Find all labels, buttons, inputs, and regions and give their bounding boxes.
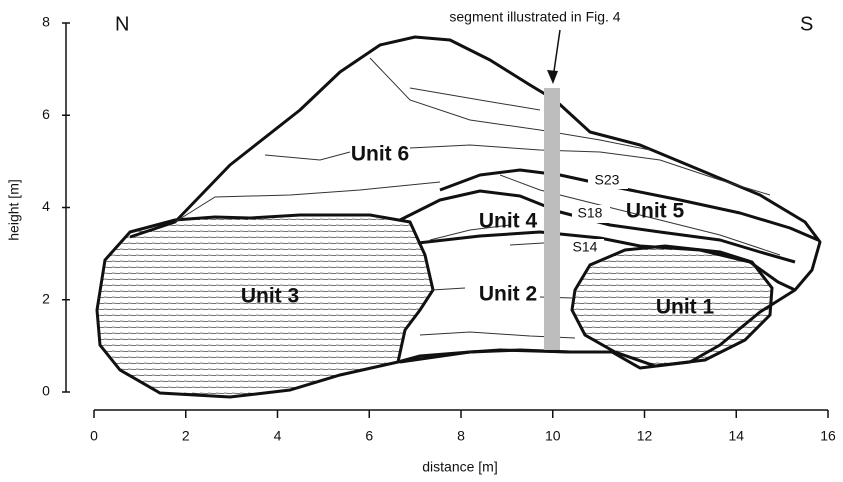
unit-label: Unit 6 <box>351 143 409 166</box>
north-label: N <box>115 13 129 35</box>
strata-label: S18 <box>578 205 603 221</box>
segment-bar <box>544 88 560 350</box>
layer-line <box>429 224 511 241</box>
y-tick-label: 8 <box>42 14 50 30</box>
x-tick-label: 6 <box>365 428 373 444</box>
x-tick-label: 14 <box>728 428 744 444</box>
label-bg <box>566 239 604 257</box>
unit-label: Unit 4 <box>479 210 538 233</box>
unit-3-body <box>95 213 435 399</box>
unit-2-boundary <box>417 230 796 292</box>
south-label: S <box>800 13 813 35</box>
layer-line <box>369 57 651 151</box>
unit-2-base <box>397 348 612 364</box>
unit-label: Unit 3 <box>241 285 299 308</box>
y-axis-label: height [m] <box>6 179 22 240</box>
arrow <box>552 29 561 79</box>
y-tick-label: 0 <box>42 383 50 399</box>
layer-line <box>174 181 441 223</box>
label-bg <box>572 205 610 223</box>
x-tick-label: 16 <box>820 428 836 444</box>
unit-1-body <box>570 244 774 368</box>
layer-line <box>431 287 466 291</box>
arrow-head <box>547 70 558 84</box>
layer-line <box>499 174 781 256</box>
unit-label: Unit 1 <box>656 296 715 319</box>
x-tick-label: 10 <box>545 428 561 444</box>
x-tick-label: 4 <box>274 428 282 444</box>
annotation: segment illustrated in Fig. 4 <box>449 9 620 25</box>
unit-label: Unit 2 <box>479 283 537 306</box>
y-tick-label: 4 <box>42 198 50 214</box>
strata-label: S23 <box>595 172 620 188</box>
unit-label: Unit 5 <box>626 200 685 223</box>
x-tick-label: 0 <box>90 428 98 444</box>
axes: 0 2 4 6 8 10 12 14 16 0 2 4 6 8 distance [m] height [m] <box>6 14 836 475</box>
y-tick-label: 6 <box>42 106 50 122</box>
x-tick-label: 8 <box>457 428 465 444</box>
x-axis-label: distance [m] <box>422 459 497 475</box>
layer-line <box>409 87 541 111</box>
y-tick-label: 2 <box>42 290 50 306</box>
label-bg <box>588 171 628 189</box>
layer-line <box>264 151 351 161</box>
x-tick-label: 2 <box>182 428 190 444</box>
x-tick-label: 12 <box>637 428 653 444</box>
layer-line <box>409 144 771 196</box>
strata-label: S14 <box>573 239 598 255</box>
